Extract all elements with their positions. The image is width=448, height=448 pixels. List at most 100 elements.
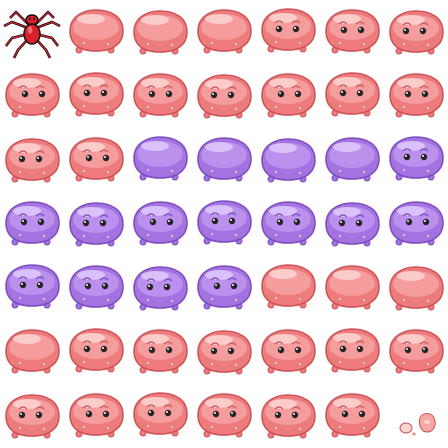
slime-body-group (133, 392, 188, 437)
slime-eyelid (227, 342, 237, 346)
sprite-cell (192, 128, 256, 192)
slime-spot (362, 298, 366, 302)
slime-body-group (325, 137, 380, 182)
slime-frame (325, 137, 380, 182)
slime-eye (148, 90, 156, 98)
slime-shine (269, 206, 297, 216)
slime-eyelid (338, 340, 348, 344)
slime-eyelid (355, 21, 365, 25)
slime-eye (35, 155, 43, 163)
slime-eye-glint (294, 27, 296, 29)
slime-eye-glint (341, 347, 343, 349)
slime-eye-glint (165, 285, 167, 287)
slime-spot (402, 168, 406, 172)
slime-eye (294, 90, 302, 98)
slime-spot (18, 426, 22, 430)
slime-eye-glint (37, 157, 39, 159)
slime-spot (298, 362, 302, 366)
slime-frame (5, 329, 60, 374)
slime-body-group (133, 10, 188, 55)
slime-eyelid (338, 21, 348, 25)
slime-spot (234, 107, 238, 111)
slime-eyelid (146, 213, 156, 217)
slime-spot (42, 171, 46, 175)
slime-shine (397, 334, 425, 344)
slime-eye-glint (422, 155, 424, 157)
slime-frame (325, 265, 380, 310)
slime-eye (36, 281, 44, 289)
slime-eye-glint (86, 284, 88, 286)
slime-frame (133, 73, 188, 118)
slime-eyelid (274, 85, 284, 89)
slime-spot (338, 169, 342, 173)
slime-spot (298, 171, 302, 175)
slime-eye-glint (406, 348, 408, 350)
spider-leg-color (3, 21, 29, 29)
slime-shine (269, 13, 297, 23)
sprite-cell (320, 64, 384, 128)
slime-eye (341, 410, 349, 418)
slime-eye-glint (166, 411, 168, 413)
sprite-cell (256, 256, 320, 320)
sprite-cell (256, 128, 320, 192)
sprite-cell (256, 192, 320, 256)
slime-body-group (69, 137, 124, 182)
slime-frame (69, 202, 124, 247)
slime-eye (21, 90, 29, 98)
slime-eyelid (419, 341, 429, 345)
slime-spot (362, 42, 366, 46)
slime-spot (362, 105, 366, 109)
slime-spot (338, 360, 342, 364)
slime-spot (18, 170, 22, 174)
spider-leg-color (5, 33, 29, 47)
sprite-cell (320, 384, 384, 448)
sprite-cell (128, 384, 192, 448)
sprite-cell (64, 64, 128, 128)
slime-frame (69, 72, 124, 117)
slime-eye-glint (212, 93, 214, 95)
slime-eye (293, 218, 301, 226)
slime-body-group (325, 9, 380, 54)
slime-eyelid (82, 214, 92, 218)
slime-eye (339, 89, 347, 97)
slime-frame (5, 138, 60, 183)
slime-eyelid (402, 148, 412, 152)
slime-eyelid (210, 86, 220, 90)
slime-eye-glint (229, 93, 231, 95)
slime-eye (164, 409, 172, 417)
slime-frame (5, 73, 60, 118)
spider-leg-color (35, 33, 59, 47)
slime-eye-glint (87, 412, 89, 414)
slime-eyelid (210, 405, 220, 409)
slime-eyelid (82, 340, 92, 344)
slime-shine (77, 398, 105, 408)
slime-eye-glint (104, 156, 106, 158)
slime-eye (18, 411, 26, 419)
slime-eye-glint (279, 348, 281, 350)
slime-eye (356, 345, 364, 353)
spider-icon (3, 10, 61, 59)
slime-shine (205, 335, 233, 345)
sprite-cell (128, 0, 192, 64)
slime-eye (148, 346, 156, 354)
slime-eyelid (35, 150, 45, 154)
slime-spot (234, 42, 238, 46)
slime-spot (82, 169, 86, 173)
slime-eye (35, 411, 43, 419)
slime-eye (275, 25, 283, 33)
slime-eye-glint (103, 284, 105, 286)
slime-eye-glint (278, 220, 280, 222)
slime-frame (389, 329, 444, 374)
slime-eyelid (18, 406, 28, 410)
sprite-cell (384, 192, 448, 256)
slime-eye-glint (405, 155, 407, 157)
slime-eyelid (291, 213, 301, 217)
slime-frame (261, 73, 316, 118)
sprite-cell (320, 256, 384, 320)
slime-frame (5, 394, 60, 439)
slime-eye (422, 218, 430, 226)
slime-eye (228, 217, 236, 225)
sprite-cell (64, 192, 128, 256)
slime-shine (13, 399, 41, 409)
slime-frame (261, 201, 316, 246)
